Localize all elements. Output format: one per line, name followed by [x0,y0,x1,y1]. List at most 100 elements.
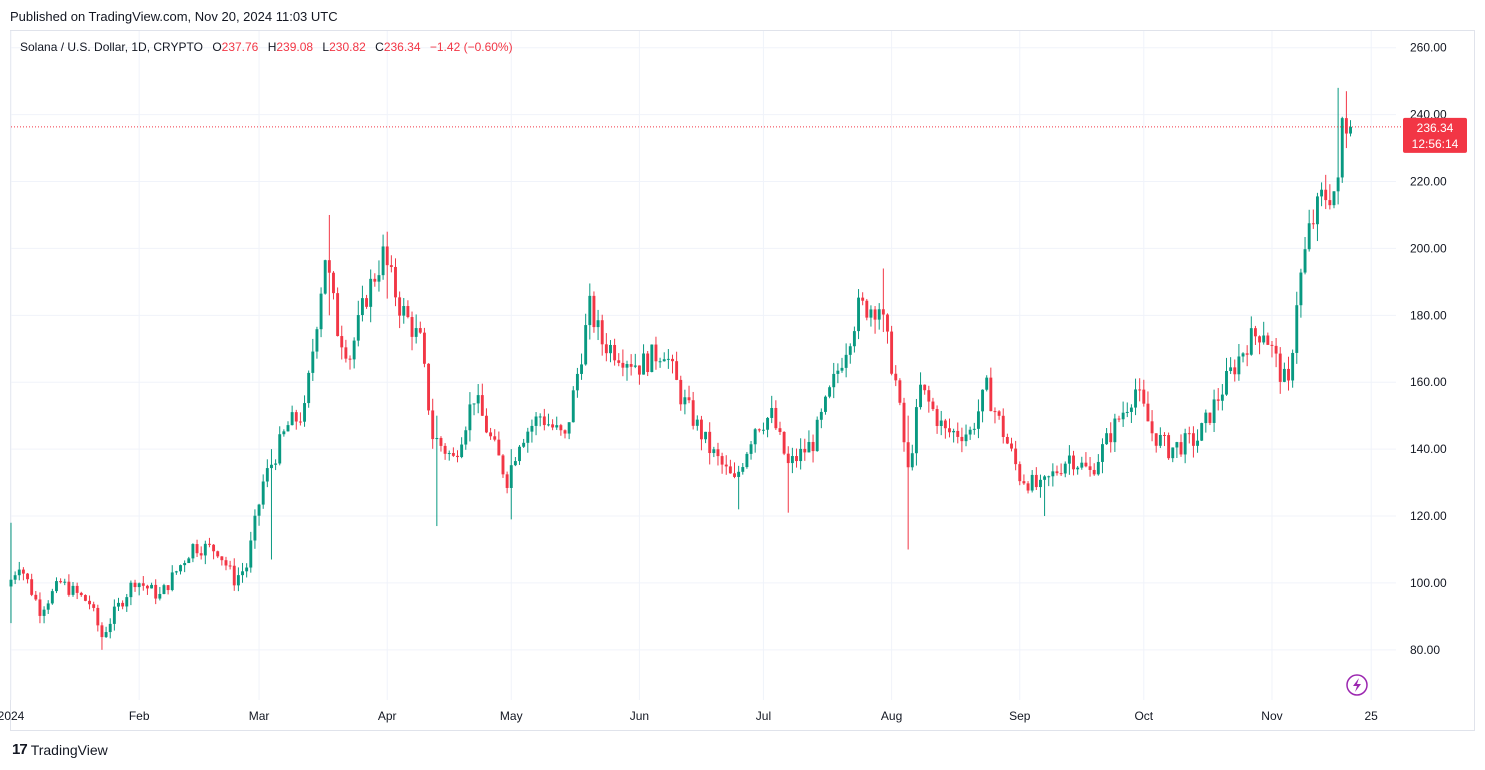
price-badge[interactable] [1403,117,1467,153]
candle-body [1249,328,1253,355]
candle-body [1076,467,1080,470]
candle-body [1303,249,1307,273]
candle-body [129,582,133,598]
candle-body [559,425,563,431]
candle-body [439,437,443,446]
candle-body [654,344,658,362]
candle-body [75,585,79,593]
candle-body [1154,433,1158,446]
candle-body [749,444,753,454]
candle-body [1150,421,1154,434]
candle-body [886,314,889,332]
candle-body [505,474,509,488]
published-caption: Published on TradingView.com, Nov 20, 20… [10,9,338,24]
candle-body [737,471,741,477]
candle-body [1258,336,1262,343]
candle-body [1253,328,1257,337]
candle-body [898,380,902,403]
candle-body [1187,433,1191,435]
candle-body [1063,463,1067,474]
candle-body [1282,368,1286,382]
candle-body [137,583,141,588]
candle-body [985,377,989,390]
candle-body [26,573,29,580]
candle-body [1266,335,1270,345]
candle-body [642,353,645,375]
candle-body [534,416,538,426]
price-badge-value: 236.34 [1417,121,1454,135]
candle-body [1324,189,1328,201]
low-label: L [322,40,330,54]
candle-body [1208,412,1212,423]
candle-body [79,592,83,596]
x-tick-label: Aug [881,709,902,723]
candle-body [584,325,588,365]
candle-body [1039,479,1042,488]
candle-body [873,309,877,320]
candle-body [708,431,712,454]
candle-body [133,582,137,588]
candle-body [778,428,782,432]
candle-body [1043,476,1047,480]
candle-body [63,581,67,583]
candle-body [1225,370,1228,395]
candle-body [1163,434,1166,436]
candle-body [902,402,906,443]
candle-body [464,430,468,445]
candle-body [245,567,249,572]
y-tick-label: 140.00 [1410,442,1447,456]
candle-body [790,456,794,464]
candle-body [782,431,786,454]
candle-body [658,361,662,363]
candle-body [1134,389,1137,408]
candle-body [621,362,625,368]
lightning-icon[interactable] [1346,674,1368,696]
candle-body [1278,353,1282,382]
candle-body [443,445,447,454]
candle-body [840,367,844,371]
candle-body [745,453,749,468]
candle-body [943,420,947,429]
candle-body [956,430,960,437]
candle-body [418,328,422,333]
candle-body [92,604,96,608]
candle-body [600,320,604,345]
candle-body [1336,177,1340,192]
candle-body [666,358,670,360]
candle-body [489,432,493,437]
y-tick-label: 200.00 [1410,241,1447,255]
candle-body [1072,455,1075,470]
candle-body [265,468,269,482]
candle-body [588,295,592,326]
candle-body [646,353,650,373]
candle-body [21,569,25,574]
candle-body [315,329,319,352]
candle-body [191,544,195,559]
candle-body [935,409,939,426]
lightning-bolt-icon [1353,678,1361,692]
candle-body [1047,476,1051,478]
x-tick-label: Jul [756,709,771,723]
candle-body [1026,483,1030,491]
candle-body [241,571,244,576]
brand-name: TradingView [30,741,108,758]
candle-body [1014,448,1018,465]
candle-body [555,425,559,428]
y-tick-label: 160.00 [1410,375,1447,389]
candle-body [1241,353,1245,357]
symbol-name[interactable]: Solana / U.S. Dollar, 1D, CRYPTO [20,40,203,54]
candle-body [456,455,459,458]
candle-body [195,544,199,554]
candle-body [224,560,228,566]
candle-body [158,593,162,599]
candle-body [1171,447,1175,459]
candle-body [42,609,46,616]
candle-body [261,481,265,505]
candle-body [629,364,633,367]
candle-body [1030,474,1034,491]
candle-body [1316,196,1319,225]
candle-body [819,411,823,420]
candle-body [836,370,840,374]
candle-body [712,449,716,454]
